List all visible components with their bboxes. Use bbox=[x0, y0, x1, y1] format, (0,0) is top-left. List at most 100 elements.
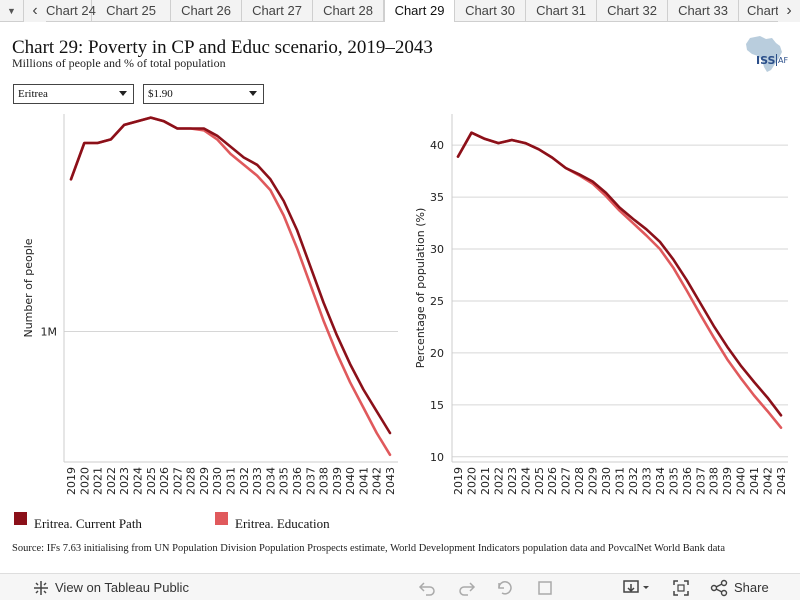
x-tick-label: 2021 bbox=[479, 467, 492, 495]
y-tick-label: 35 bbox=[430, 191, 444, 204]
tableau-logo-icon bbox=[34, 580, 48, 595]
x-tick-label: 2042 bbox=[762, 467, 775, 495]
source-note: Source: IFs 7.63 initialising from UN Po… bbox=[12, 543, 725, 554]
y-tick-label: 25 bbox=[430, 295, 444, 308]
chevron-right-icon[interactable]: › bbox=[778, 0, 800, 22]
legend-swatch-current-path bbox=[14, 512, 27, 525]
series-line-current-path[interactable] bbox=[69, 116, 392, 435]
fullscreen-icon[interactable] bbox=[672, 574, 690, 600]
poverty-line-dropdown-value: $1.90 bbox=[148, 88, 173, 100]
x-tick-label: 2038 bbox=[318, 467, 331, 495]
x-tick-label: 2039 bbox=[721, 467, 734, 495]
tab-chart-29[interactable]: Chart 29 bbox=[384, 0, 455, 22]
x-tick-label: 2027 bbox=[560, 467, 573, 495]
x-tick-label: 2029 bbox=[587, 467, 600, 495]
country-dropdown-value: Eritrea bbox=[18, 88, 48, 100]
tab-chart-27[interactable]: Chart 27 bbox=[242, 0, 313, 22]
x-tick-label: 2028 bbox=[573, 467, 586, 495]
legend-label: Eritrea. Education bbox=[235, 516, 330, 531]
x-tick-label: 2035 bbox=[667, 467, 680, 495]
pause-icon[interactable] bbox=[536, 574, 554, 600]
view-on-tableau-link[interactable]: View on Tableau Public bbox=[32, 574, 189, 600]
x-tick-label: 2039 bbox=[331, 467, 344, 495]
x-tick-label: 2020 bbox=[78, 467, 91, 495]
x-tick-label: 2036 bbox=[291, 467, 304, 495]
y-axis-label: Percentage of population (%) bbox=[414, 208, 427, 369]
share-label: Share bbox=[734, 580, 769, 595]
redo-icon[interactable] bbox=[458, 574, 476, 600]
x-tick-label: 2043 bbox=[775, 467, 788, 495]
x-tick-label: 2034 bbox=[264, 467, 277, 495]
tab-chart-32[interactable]: Chart 32 bbox=[597, 0, 668, 22]
bottom-toolbar: View on Tableau Public Share bbox=[0, 573, 800, 600]
series-line-education[interactable] bbox=[69, 116, 392, 457]
series-line-current-path[interactable] bbox=[456, 131, 783, 417]
x-tick-label: 2041 bbox=[748, 467, 761, 495]
x-tick-label: 2022 bbox=[105, 467, 118, 495]
x-tick-label: 2042 bbox=[371, 467, 384, 495]
page-title: Chart 29: Poverty in CP and Educ scenari… bbox=[12, 37, 433, 58]
tab-chart-30[interactable]: Chart 30 bbox=[455, 0, 526, 22]
x-tick-label: 2027 bbox=[171, 467, 184, 495]
tab-chart-33[interactable]: Chart 33 bbox=[668, 0, 739, 22]
x-tick-label: 2031 bbox=[614, 467, 627, 495]
x-tick-label: 2043 bbox=[384, 467, 397, 495]
sheet-tab-bar: ▼ ‹ Chart 24 Chart 25 Chart 26 Chart 27 Char… bbox=[0, 0, 800, 22]
x-tick-label: 2030 bbox=[600, 467, 613, 495]
y-axis-label: Number of people bbox=[22, 238, 35, 337]
x-tick-label: 2020 bbox=[465, 467, 478, 495]
y-tick-label: 1M bbox=[41, 326, 58, 339]
tab-chart-28[interactable]: Chart 28 bbox=[313, 0, 384, 22]
x-tick-label: 2029 bbox=[198, 467, 211, 495]
x-tick-label: 2023 bbox=[506, 467, 519, 495]
share-button[interactable]: Share bbox=[710, 574, 769, 600]
tab-chart-24[interactable]: Chart 24 bbox=[46, 0, 96, 22]
country-dropdown[interactable]: Eritrea bbox=[13, 84, 134, 104]
y-tick-label: 10 bbox=[430, 451, 444, 464]
x-tick-label: 2034 bbox=[654, 467, 667, 495]
y-tick-label: 20 bbox=[430, 347, 444, 360]
chevron-left-icon[interactable]: ‹ bbox=[24, 0, 46, 22]
tab-chart-34[interactable]: Chart 34 bbox=[739, 0, 778, 22]
africa-logo-icon: ISS AF bbox=[746, 36, 788, 72]
x-tick-label: 2026 bbox=[158, 467, 171, 495]
tab-chart-26[interactable]: Chart 26 bbox=[171, 0, 242, 22]
x-tick-label: 2033 bbox=[640, 467, 653, 495]
revert-icon[interactable] bbox=[496, 574, 514, 600]
y-tick-label: 40 bbox=[430, 139, 444, 152]
series-line-education[interactable] bbox=[456, 131, 783, 430]
x-tick-label: 2026 bbox=[546, 467, 559, 495]
x-tick-label: 2041 bbox=[357, 467, 370, 495]
x-tick-label: 2037 bbox=[694, 467, 707, 495]
tab-chart-31[interactable]: Chart 31 bbox=[526, 0, 597, 22]
y-tick-label: 15 bbox=[430, 399, 444, 412]
x-tick-label: 2024 bbox=[131, 467, 144, 495]
view-on-tableau-label: View on Tableau Public bbox=[55, 580, 189, 595]
caret-down-icon bbox=[119, 91, 127, 96]
undo-icon[interactable] bbox=[418, 574, 436, 600]
x-tick-label: 2040 bbox=[344, 467, 357, 495]
x-tick-label: 2033 bbox=[251, 467, 264, 495]
x-tick-label: 2025 bbox=[533, 467, 546, 495]
x-tick-label: 2025 bbox=[145, 467, 158, 495]
x-tick-label: 2019 bbox=[452, 467, 465, 495]
tab-chart-25[interactable]: Chart 25 bbox=[92, 0, 171, 22]
x-tick-label: 2035 bbox=[278, 467, 291, 495]
x-tick-label: 2028 bbox=[185, 467, 198, 495]
x-tick-label: 2021 bbox=[92, 467, 105, 495]
y-tick-label: 30 bbox=[430, 243, 444, 256]
x-tick-label: 2032 bbox=[627, 467, 640, 495]
chevron-down-icon[interactable]: ▼ bbox=[0, 0, 24, 22]
x-tick-label: 2040 bbox=[735, 467, 748, 495]
download-icon[interactable] bbox=[622, 574, 652, 600]
x-tick-label: 2019 bbox=[65, 467, 78, 495]
legend-label: Eritrea. Current Path bbox=[34, 516, 142, 531]
poverty-line-dropdown[interactable]: $1.90 bbox=[143, 84, 264, 104]
legend-swatch-education bbox=[215, 512, 228, 525]
x-tick-label: 2030 bbox=[211, 467, 224, 495]
logo-text: ISS bbox=[756, 54, 776, 67]
x-tick-label: 2031 bbox=[225, 467, 238, 495]
page-subtitle: Millions of people and % of total popula… bbox=[12, 56, 226, 70]
x-tick-label: 2038 bbox=[708, 467, 721, 495]
